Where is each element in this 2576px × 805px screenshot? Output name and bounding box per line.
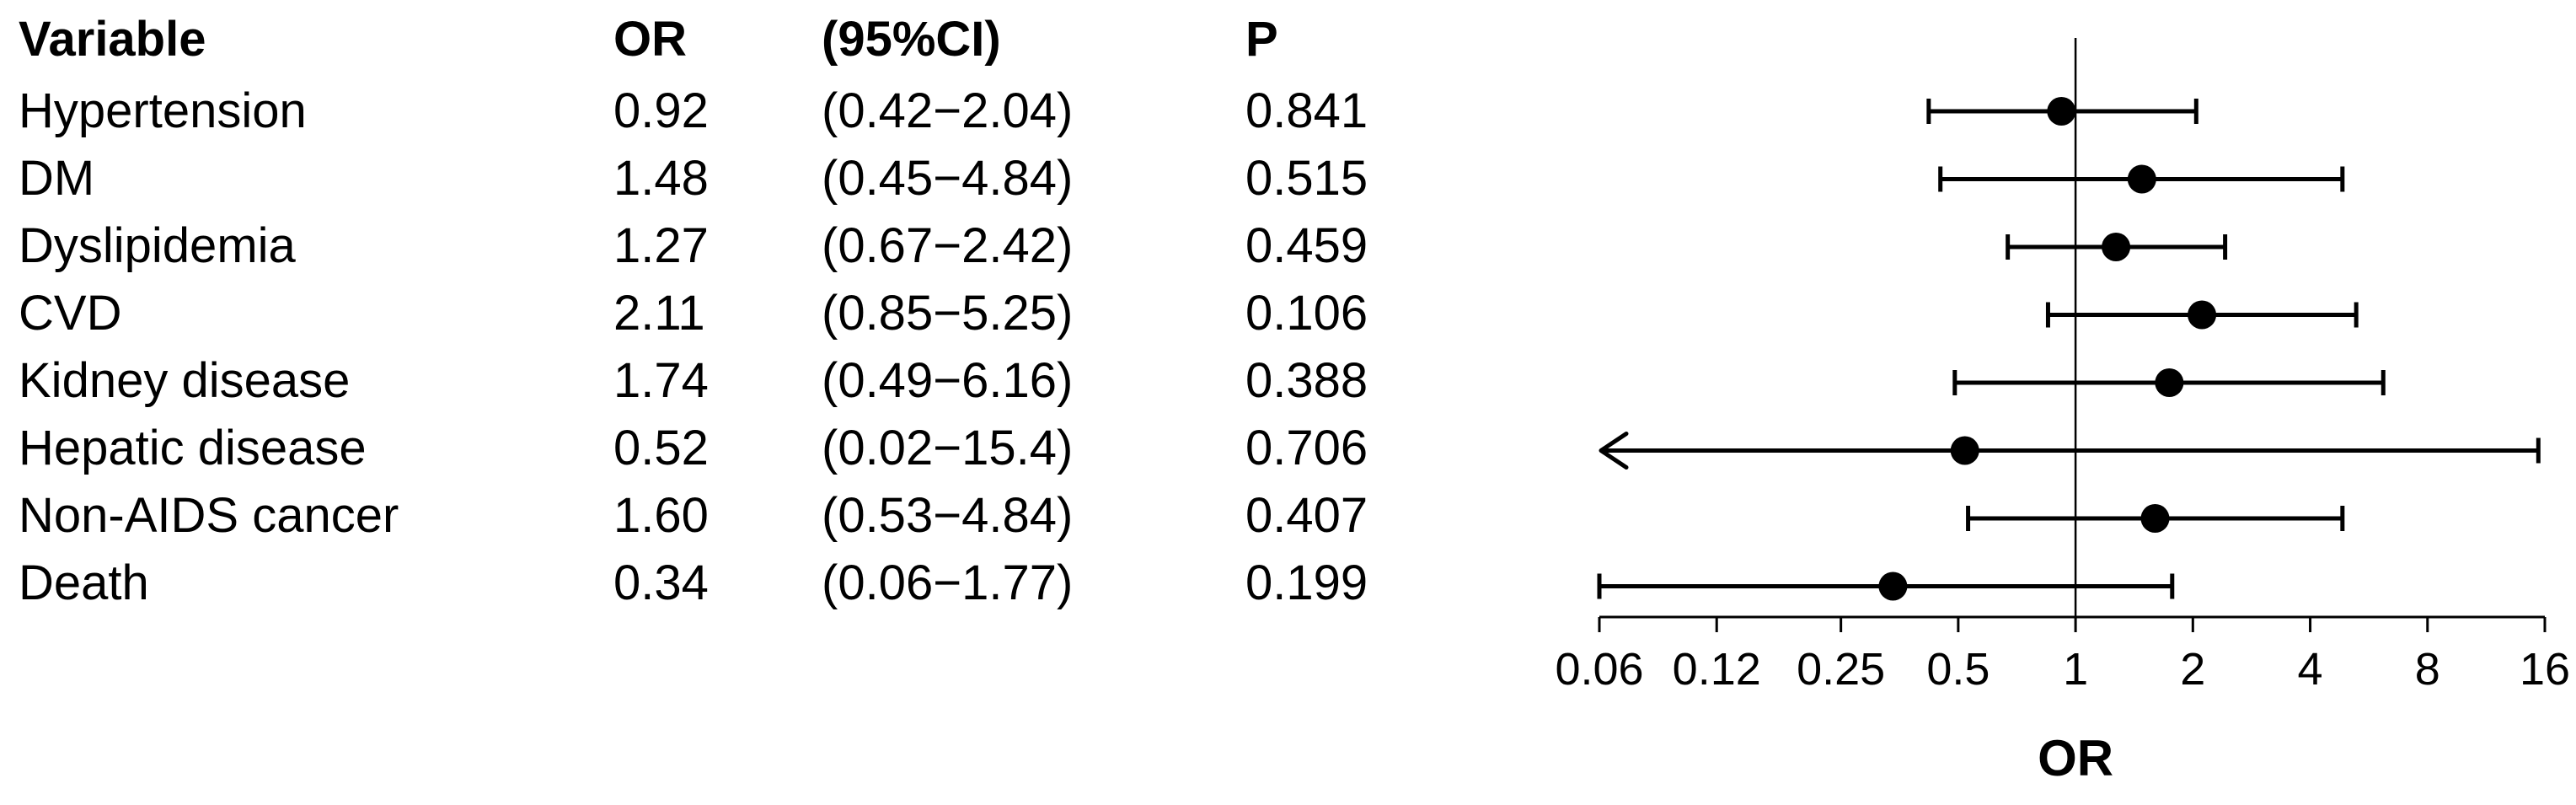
point-estimate xyxy=(1878,572,1908,601)
row-p: 0.706 xyxy=(1245,421,1368,475)
row-ci: (0.42−2.04) xyxy=(822,83,1074,138)
row-ci: (0.06−1.77) xyxy=(822,555,1074,610)
header-or: OR xyxy=(613,12,687,67)
point-estimate xyxy=(2102,233,2131,261)
row-or: 0.34 xyxy=(613,555,709,610)
header-p: P xyxy=(1245,12,1278,67)
row-p: 0.407 xyxy=(1245,488,1368,543)
row-or: 1.74 xyxy=(613,353,709,408)
x-tick-label: 0.25 xyxy=(1797,644,1885,695)
row-variable: Dyslipidemia xyxy=(19,218,296,273)
header-ci: (95%CI) xyxy=(822,12,1001,67)
ci-arrow-left xyxy=(1599,432,1629,470)
x-axis-title: OR xyxy=(2038,730,2113,786)
x-tick-label: 16 xyxy=(2520,644,2570,695)
point-estimate xyxy=(2155,368,2184,397)
x-tick-label: 8 xyxy=(2415,644,2440,695)
point-estimate xyxy=(2127,164,2156,194)
row-or: 0.92 xyxy=(613,83,709,138)
row-ci: (0.49−6.16) xyxy=(822,353,1074,408)
x-tick-label: 1 xyxy=(2063,644,2088,695)
row-variable: DM xyxy=(19,151,95,206)
row-p: 0.199 xyxy=(1245,555,1368,610)
row-or: 1.48 xyxy=(613,151,709,206)
point-estimate xyxy=(1950,436,1979,465)
x-tick-label: 2 xyxy=(2180,644,2205,695)
x-tick-label: 4 xyxy=(2298,644,2323,695)
row-or: 2.11 xyxy=(613,286,705,341)
point-estimate xyxy=(2047,97,2076,126)
row-variable: Kidney disease xyxy=(19,353,351,408)
point-estimate xyxy=(2188,300,2217,330)
row-variable: Non-AIDS cancer xyxy=(19,488,399,543)
row-variable: Death xyxy=(19,555,149,610)
row-ci: (0.67−2.42) xyxy=(822,218,1074,273)
row-ci: (0.45−4.84) xyxy=(822,151,1074,206)
x-tick-label: 0.06 xyxy=(1555,644,1643,695)
row-or: 0.52 xyxy=(613,421,709,475)
x-tick-label: 0.12 xyxy=(1673,644,1761,695)
header-variable: Variable xyxy=(19,12,206,67)
row-p: 0.841 xyxy=(1245,83,1368,138)
row-or: 1.27 xyxy=(613,218,709,273)
point-estimate xyxy=(2140,504,2170,533)
row-ci: (0.85−5.25) xyxy=(822,286,1074,341)
row-variable: Hypertension xyxy=(19,83,307,138)
x-tick-label: 0.5 xyxy=(1926,644,1990,695)
row-p: 0.459 xyxy=(1245,218,1368,273)
row-or: 1.60 xyxy=(613,488,709,543)
row-variable: CVD xyxy=(19,286,122,341)
row-variable: Hepatic disease xyxy=(19,421,367,475)
row-ci: (0.53−4.84) xyxy=(822,488,1074,543)
row-p: 0.388 xyxy=(1245,353,1368,408)
row-p: 0.515 xyxy=(1245,151,1368,206)
row-ci: (0.02−15.4) xyxy=(822,421,1074,475)
row-p: 0.106 xyxy=(1245,286,1368,341)
